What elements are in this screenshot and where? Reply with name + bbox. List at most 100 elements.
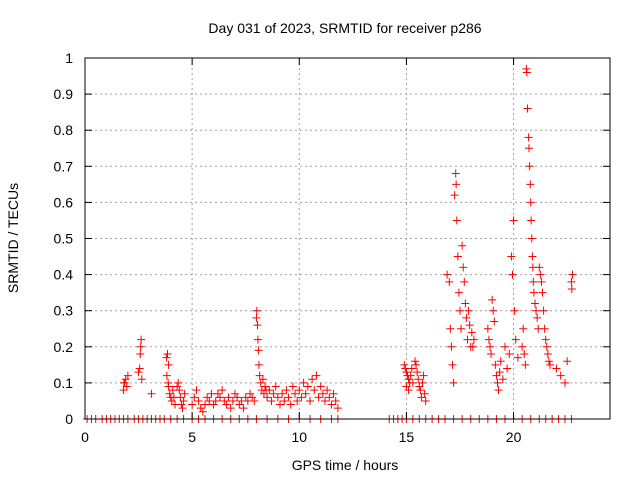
- data-point: [412, 360, 421, 369]
- data-point: [520, 350, 529, 359]
- data-point: [524, 133, 533, 142]
- data-point: [443, 270, 452, 279]
- data-point: [209, 400, 218, 409]
- data-point: [567, 285, 576, 294]
- data-point: [323, 386, 332, 395]
- x-axis-label: GPS time / hours: [292, 457, 399, 473]
- data-point: [469, 335, 478, 344]
- data-point: [321, 396, 329, 405]
- data-point: [501, 342, 509, 351]
- data-point: [454, 288, 463, 297]
- x-tick-label: 5: [188, 429, 196, 445]
- data-point: [280, 396, 289, 405]
- data-point: [224, 393, 233, 402]
- data-point: [162, 371, 171, 380]
- data-point: [449, 378, 458, 387]
- data-point: [301, 389, 310, 398]
- data-point: [525, 144, 533, 153]
- data-point: [173, 382, 182, 391]
- data-point: [459, 263, 468, 272]
- data-point: [451, 169, 460, 178]
- data-point: [233, 393, 242, 402]
- data-point: [567, 277, 576, 286]
- data-point: [414, 375, 423, 384]
- data-point: [180, 389, 189, 398]
- data-point: [529, 277, 538, 286]
- data-point: [541, 335, 550, 344]
- data-point: [537, 277, 546, 286]
- data-point: [420, 389, 429, 398]
- data-point: [252, 313, 261, 322]
- data-point: [288, 382, 297, 391]
- data-point: [402, 368, 411, 377]
- data-point: [531, 299, 539, 308]
- data-point: [488, 295, 497, 304]
- data-point: [222, 400, 231, 409]
- data-point: [483, 324, 492, 333]
- data-point: [561, 378, 569, 387]
- data-point: [177, 400, 186, 409]
- y-tick-label: 1: [65, 50, 73, 66]
- data-point: [259, 389, 268, 398]
- data-point: [137, 335, 146, 344]
- data-point: [400, 360, 409, 369]
- data-point: [462, 313, 471, 322]
- x-tick-label: 10: [291, 429, 307, 445]
- data-point: [188, 400, 197, 409]
- data-point: [496, 357, 505, 366]
- data-point: [416, 386, 425, 395]
- data-point: [413, 368, 422, 377]
- data-point: [445, 277, 454, 286]
- data-point: [505, 350, 514, 359]
- data-point: [489, 306, 498, 315]
- data-point: [119, 386, 128, 395]
- data-point: [135, 364, 144, 373]
- data-point: [529, 288, 538, 297]
- data-point: [226, 404, 235, 413]
- data-point: [325, 393, 334, 402]
- data-point: [267, 396, 276, 405]
- data-point: [510, 306, 519, 315]
- data-point: [220, 396, 229, 405]
- data-point: [487, 350, 496, 359]
- data-point: [194, 396, 203, 405]
- data-point: [411, 357, 419, 366]
- data-point: [484, 335, 493, 344]
- data-point: [263, 393, 272, 402]
- y-tick-label: 0.6: [54, 194, 74, 210]
- data-point: [163, 350, 172, 359]
- data-point: [404, 375, 413, 384]
- data-point: [265, 386, 274, 395]
- data-point: [522, 68, 531, 77]
- data-point: [176, 393, 185, 402]
- data-point: [448, 360, 457, 369]
- data-point: [261, 382, 269, 391]
- data-point: [174, 378, 183, 387]
- data-point: [552, 364, 561, 373]
- data-point: [291, 389, 299, 398]
- x-tick-label: 15: [399, 429, 415, 445]
- data-point: [303, 382, 312, 391]
- data-point: [464, 306, 473, 315]
- y-tick-label: 0.2: [54, 339, 74, 355]
- data-point: [218, 386, 227, 395]
- data-point: [136, 350, 145, 359]
- data-point: [527, 216, 536, 225]
- x-tick-label: 0: [81, 429, 89, 445]
- data-point: [134, 368, 143, 377]
- data-point: [452, 216, 461, 225]
- data-point: [253, 335, 262, 344]
- y-axis-label: SRMTID / TECUs: [5, 183, 21, 293]
- data-point: [213, 389, 222, 398]
- data-point: [310, 386, 319, 395]
- data-point: [503, 364, 512, 373]
- data-point: [406, 371, 415, 380]
- data-point: [494, 386, 503, 395]
- data-point: [539, 306, 548, 315]
- data-point: [508, 270, 517, 279]
- data-point: [164, 382, 173, 391]
- data-point: [509, 216, 518, 225]
- data-point: [306, 396, 314, 405]
- data-point: [286, 400, 295, 409]
